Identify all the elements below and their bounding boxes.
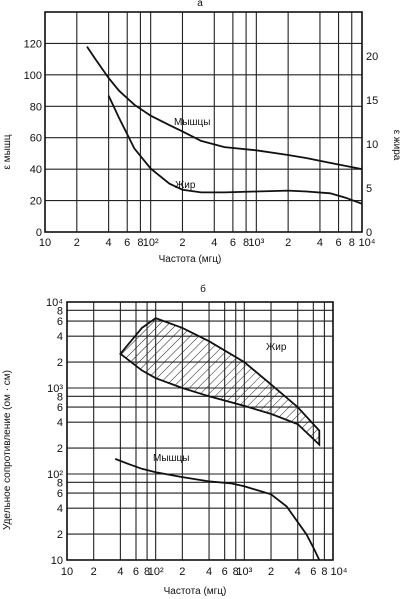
- panel-a-x-tick-label: 2: [74, 237, 80, 249]
- panel-b-x-tick-label: 2: [91, 566, 97, 578]
- panel-a-x-tick-label: 4: [211, 237, 217, 249]
- panel-b-y-tick-label: 4: [57, 417, 63, 429]
- panel-b-y-tick-label: 2: [57, 443, 63, 455]
- panel-b-x-tick-label: 10⁴: [331, 566, 348, 578]
- panel-b-x-tick-label: 2: [179, 566, 185, 578]
- panel-a-y-right-axis-label: ε жира: [391, 130, 402, 161]
- panel-a-y-right-tick-label: 10: [366, 139, 378, 151]
- panel-a-x-tick-label: 4: [317, 237, 323, 249]
- panel-a-y-left-tick-label: 80: [30, 101, 42, 113]
- panel-a-y-left-axis-label: ε мышц: [2, 134, 13, 169]
- panel-b-x-tick-label: 4: [117, 566, 123, 578]
- panel-b-x-tick-label: 2: [268, 566, 274, 578]
- panel-b-x-tick-label: 8: [321, 566, 327, 578]
- panel-b-y-tick-label: 10⁴: [46, 297, 63, 309]
- panel-b-x-tick-label: 6: [310, 566, 316, 578]
- panel-b-y-tick-label: 6: [57, 316, 63, 328]
- panel-b-x-tick-label: 8: [233, 566, 239, 578]
- panel-b-y-tick-label: 8: [57, 391, 63, 403]
- panel-a-x-tick-label: 8: [243, 237, 249, 249]
- panel-b-y-tick-label: 2: [57, 357, 63, 369]
- panel-b-y-tick-label: 10: [51, 555, 63, 567]
- panel-b-x-tick-label: 10³: [236, 566, 252, 578]
- panel-b-fat-band-area: [119, 317, 321, 447]
- panel-a-x-tick-label: 2: [179, 237, 185, 249]
- panel-a: 10 2 4 6 8 10² 2 4 6 8 10³ 2 4 6 8 10⁴ 020406080100120 …: [2, 0, 402, 265]
- panel-a-y-right-tick-label: 20: [366, 51, 378, 63]
- panel-b-x-tick-label: 6: [133, 566, 139, 578]
- panel-a-y-right-ticks: 0 5 10 15 20: [366, 51, 378, 239]
- panel-a-x-ticks: 10 2 4 6 8 10² 2 4 6 8 10³ 2 4 6 8 10⁴: [39, 237, 376, 249]
- panel-a-y-left-tick-label: 20: [30, 196, 42, 208]
- panel-a-x-tick-label: 6: [230, 237, 236, 249]
- panel-a-x-tick-label: 10⁴: [359, 237, 376, 249]
- panel-a-y-left-ticks: 0 20 40 60 80 100 120: [24, 38, 42, 239]
- panel-a-y-right-tick-label: 5: [366, 183, 372, 195]
- panel-b-y-tick-label: 2: [57, 529, 63, 541]
- panel-b-label: б: [200, 283, 206, 295]
- panel-a-y-left-tick-label: 60: [30, 133, 42, 145]
- panel-b-frame: [66, 301, 334, 561]
- panel-b-x-tick-label: 4: [295, 566, 301, 578]
- panel-a-x-tick-label: 10: [39, 237, 51, 249]
- panel-b-y-axis-label: Удельное сопротивление (ом · см): [2, 370, 13, 530]
- panel-a-x-tick-label: 4: [106, 237, 112, 249]
- panel-a-x-tick-label: 6: [335, 237, 341, 249]
- panel-b-series-label-fat: Жир: [266, 342, 287, 353]
- panel-a-y-left-tick-label: 40: [30, 164, 42, 176]
- panel-a-series-line: [107, 95, 363, 205]
- panel-b-y-tick-label: 8: [57, 305, 63, 317]
- panel-a-series-label-muscle: Мышцы: [174, 117, 210, 128]
- panel-a-y-left-tick-label: 120: [24, 38, 42, 50]
- panel-b-series-line: [114, 458, 321, 561]
- panel-a-x-tick-label: 8: [137, 237, 143, 249]
- panel-a-x-tick-label: 6: [124, 237, 130, 249]
- panel-b-series-label-muscle: Мышцы: [153, 453, 189, 464]
- panel-a-y-left-tick-label: 0: [36, 227, 42, 239]
- panel-a-plot-frame: [44, 11, 363, 233]
- panel-b-x-tick-label: 4: [206, 566, 212, 578]
- panel-b-y-tick-label: 6: [57, 402, 63, 414]
- panel-b-x-tick-label: 8: [144, 566, 150, 578]
- panel-b-y-tick-label: 10³: [47, 383, 63, 395]
- panel-b-plot-frame: [66, 301, 334, 561]
- panel-b-y-tick-label: 8: [57, 477, 63, 489]
- panel-a-series-label-fat: Жир: [175, 180, 196, 191]
- panel-a-x-tick-label: 8: [349, 237, 355, 249]
- panel-a-series-line: [86, 46, 363, 170]
- panel-b-y-tick-label: 4: [57, 503, 63, 515]
- panel-a-x-tick-label: 2: [285, 237, 291, 249]
- panel-b-x-axis-label: Частота (мгц): [164, 586, 227, 597]
- panel-a-x-axis-label: Частота (мгц): [159, 254, 222, 265]
- panel-b-y-tick-label: 10²: [47, 469, 63, 481]
- panel-a-y-left-tick-label: 100: [24, 70, 42, 82]
- panel-b-y-tick-label: 4: [57, 331, 63, 343]
- panel-b-fat-band: [119, 317, 321, 447]
- panel-a-frame: [44, 11, 363, 233]
- panel-a-series: [86, 46, 363, 205]
- panel-b-series: [114, 458, 321, 561]
- panel-b-x-tick-label: 6: [222, 566, 228, 578]
- panel-a-label: а: [197, 0, 203, 9]
- panel-a-y-right-tick-label: 15: [366, 95, 378, 107]
- panel-a-x-tick-label: 10²: [143, 237, 159, 249]
- panel-b-x-tick-label: 10: [61, 566, 73, 578]
- panel-b-x-tick-label: 10²: [148, 566, 164, 578]
- panel-b-y-tick-label: 6: [57, 488, 63, 500]
- panel-a-x-tick-label: 10³: [248, 237, 264, 249]
- panel-a-y-right-tick-label: 0: [366, 227, 372, 239]
